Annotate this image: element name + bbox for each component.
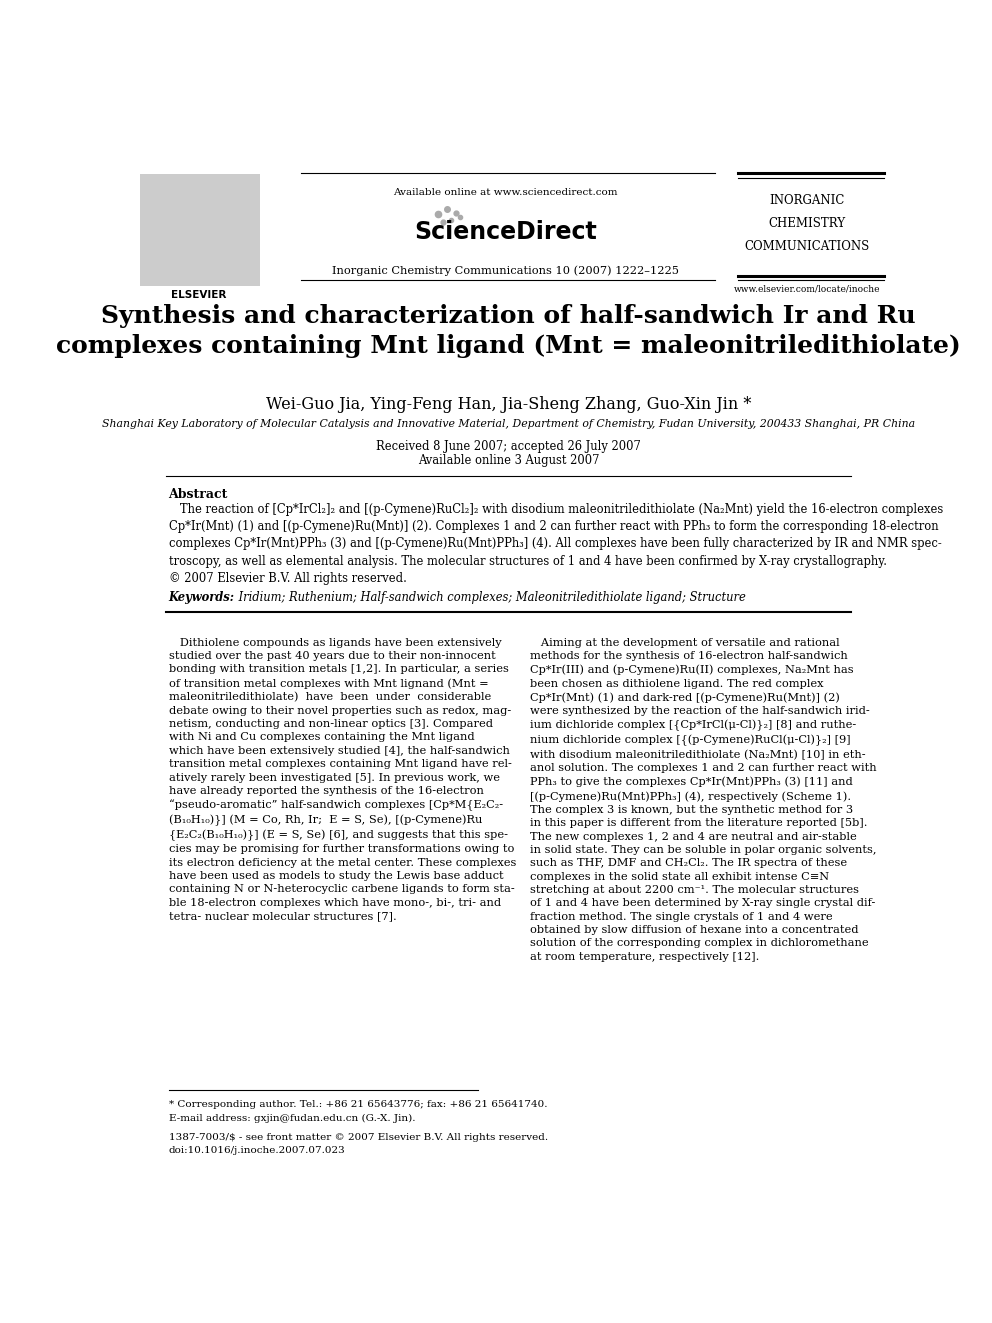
FancyBboxPatch shape: [140, 175, 260, 286]
Text: Aiming at the development of versatile and rational
methods for the synthesis of: Aiming at the development of versatile a…: [530, 638, 877, 962]
Text: * Corresponding author. Tel.: +86 21 65643776; fax: +86 21 65641740.: * Corresponding author. Tel.: +86 21 656…: [169, 1099, 548, 1109]
Text: Shanghai Key Laboratory of Molecular Catalysis and Innovative Material, Departme: Shanghai Key Laboratory of Molecular Cat…: [102, 419, 915, 429]
Text: COMMUNICATIONS: COMMUNICATIONS: [744, 239, 869, 253]
Text: Dithiolene compounds as ligands have been extensively
studied over the past 40 y: Dithiolene compounds as ligands have bee…: [169, 638, 516, 921]
Text: CHEMISTRY: CHEMISTRY: [768, 217, 845, 230]
Text: Inorganic Chemistry Communications 10 (2007) 1222–1225: Inorganic Chemistry Communications 10 (2…: [332, 265, 679, 275]
Text: Wei-Guo Jia, Ying-Feng Han, Jia-Sheng Zhang, Guo-Xin Jin *: Wei-Guo Jia, Ying-Feng Han, Jia-Sheng Zh…: [266, 396, 751, 413]
Text: www.elsevier.com/locate/inoche: www.elsevier.com/locate/inoche: [733, 284, 880, 294]
Text: Iridium; Ruthenium; Half-sandwich complexes; Maleonitriledithiolate ligand; Stru: Iridium; Ruthenium; Half-sandwich comple…: [235, 591, 746, 605]
Text: ELSEVIER: ELSEVIER: [172, 290, 227, 300]
Text: Available online 3 August 2007: Available online 3 August 2007: [418, 454, 599, 467]
Text: Abstract: Abstract: [169, 488, 228, 501]
Text: doi:10.1016/j.inoche.2007.07.023: doi:10.1016/j.inoche.2007.07.023: [169, 1146, 345, 1155]
Text: E-mail address: gxjin@fudan.edu.cn (G.-X. Jin).: E-mail address: gxjin@fudan.edu.cn (G.-X…: [169, 1114, 415, 1123]
Text: ScienceDirect: ScienceDirect: [414, 221, 597, 245]
Text: Synthesis and characterization of half-sandwich Ir and Ru
complexes containing M: Synthesis and characterization of half-s…: [56, 303, 961, 359]
Text: The reaction of [Cp*IrCl₂]₂ and [(p-Cymene)RuCl₂]₂ with disodium maleonitriledit: The reaction of [Cp*IrCl₂]₂ and [(p-Cyme…: [169, 503, 942, 585]
Text: INORGANIC: INORGANIC: [769, 194, 844, 208]
Text: Received 8 June 2007; accepted 26 July 2007: Received 8 June 2007; accepted 26 July 2…: [376, 439, 641, 452]
Text: 1387-7003/$ - see front matter © 2007 Elsevier B.V. All rights reserved.: 1387-7003/$ - see front matter © 2007 El…: [169, 1132, 548, 1142]
Text: Available online at www.sciencedirect.com: Available online at www.sciencedirect.co…: [393, 188, 618, 197]
Text: Keywords:: Keywords:: [169, 591, 234, 605]
